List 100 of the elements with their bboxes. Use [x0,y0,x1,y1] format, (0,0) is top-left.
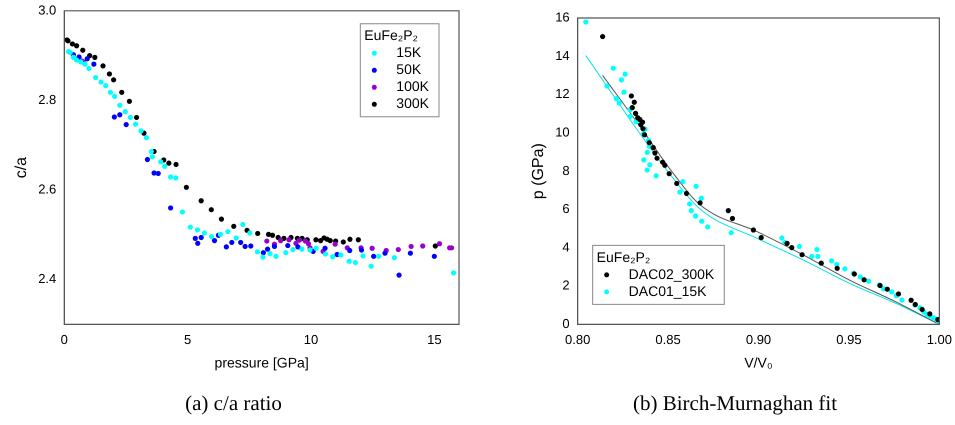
point [194,227,200,232]
legend-label: 300K [396,95,430,112]
y-tick-label: 0 [562,316,570,331]
point [644,167,650,173]
point [144,156,150,162]
point [80,48,86,53]
x-tick-label: 10 [304,332,318,347]
point [195,240,200,246]
point [212,238,218,244]
x-tick-label: 0 [60,332,68,347]
point [347,236,353,242]
point [184,184,189,190]
point [899,297,905,303]
point [618,77,624,82]
point [450,270,456,276]
point [858,274,863,280]
y-tick-label: 6 [562,201,570,216]
point [338,252,344,258]
point [98,79,104,85]
point [264,238,270,244]
point [628,93,634,99]
point [600,34,606,40]
point [834,266,840,271]
y-tick-label: 3.0 [38,2,56,18]
point [180,209,186,215]
point [408,250,413,256]
point [128,114,133,120]
x-tick-label: 0.90 [746,332,772,347]
point [677,189,682,195]
point [684,190,690,196]
point [371,254,376,259]
point [231,224,236,229]
point [188,224,193,230]
point [106,71,112,77]
point [264,246,270,252]
point [254,249,260,254]
point [815,254,820,260]
point [828,258,834,264]
point [173,175,178,181]
point [628,114,633,120]
point [318,238,324,244]
point [290,246,296,252]
point [809,254,814,260]
point [117,102,122,108]
point [100,63,106,69]
text: (b) Birch-Murnaghan fit [632,390,838,415]
point [286,237,292,242]
point [224,244,229,250]
point [86,66,92,72]
point [307,247,313,253]
point [908,298,914,303]
point [632,100,637,105]
point [614,96,619,102]
point [260,250,266,256]
y-axis-title: p (GPa) [530,143,548,200]
point [299,246,304,252]
point [92,54,98,60]
point [640,120,646,125]
point [103,83,108,88]
point [156,170,161,176]
point [122,109,128,114]
point [352,260,358,266]
point [198,234,204,240]
point [242,244,248,250]
point [166,160,172,166]
x-tick-label: 0.85 [655,332,681,347]
point [144,134,150,140]
point [356,237,361,242]
point [796,244,802,250]
point [662,162,668,168]
point [270,232,276,238]
point [248,243,254,249]
point [260,254,266,260]
point [616,100,622,106]
x-axis-title: V/V₀ [744,354,773,370]
point [927,311,932,316]
y-tick-label: 12 [555,86,570,102]
point [920,306,925,312]
point [111,77,116,82]
point [74,57,80,63]
point [604,83,610,89]
point [314,246,319,251]
point [652,150,658,156]
point [267,251,273,256]
point [750,227,756,233]
point [278,238,284,244]
y-tick-label: 4 [562,239,570,254]
x-tick-label: 5 [184,332,192,347]
point [82,62,88,67]
point [842,266,848,272]
point [158,159,164,164]
point [862,277,867,282]
point [347,248,352,254]
point [688,208,694,214]
point [151,170,157,176]
point [610,66,616,71]
point [408,244,414,250]
x-tick-label: 15 [427,332,442,347]
x-axis-title: pressure [GPa] [214,354,309,370]
point [814,246,820,252]
